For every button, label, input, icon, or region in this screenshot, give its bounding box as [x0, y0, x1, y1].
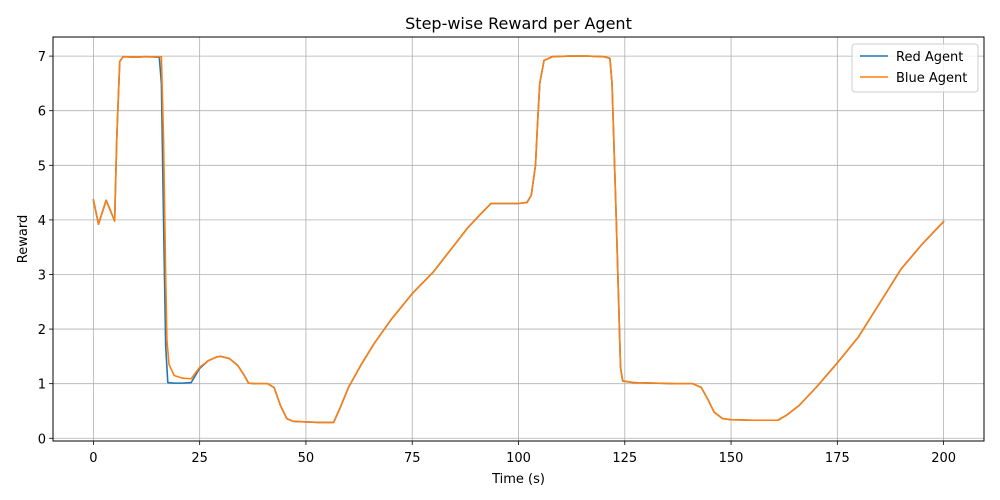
x-tick-label: 25	[191, 451, 208, 466]
x-axis-label: Time (s)	[491, 472, 545, 487]
x-tick-label: 125	[612, 451, 637, 466]
y-tick-label: 1	[38, 378, 46, 393]
x-tick-label: 200	[931, 451, 956, 466]
x-tick-label: 100	[506, 451, 531, 466]
legend-label-blue-agent: Blue Agent	[896, 71, 967, 86]
y-tick-label: 6	[38, 105, 46, 120]
x-tick-label: 175	[825, 451, 850, 466]
x-tick-label: 150	[719, 451, 744, 466]
y-tick-label: 2	[38, 323, 46, 338]
legend-label-red-agent: Red Agent	[896, 50, 963, 65]
y-axis-label: Reward	[16, 215, 31, 263]
y-tick-label: 3	[38, 268, 46, 283]
x-tick-label: 50	[298, 451, 315, 466]
grid-lines	[53, 37, 984, 441]
series-line-blue-agent	[92, 55, 945, 424]
axis-ticks: 0 25 50 75 100 125 150 175 200 0 1 2 3 4 5 6 7	[38, 50, 956, 466]
y-tick-label: 4	[38, 214, 46, 229]
y-tick-label: 5	[38, 159, 46, 174]
legend: Red Agent Blue Agent	[851, 43, 979, 93]
y-tick-label: 7	[38, 50, 46, 65]
series-lines	[92, 55, 945, 424]
x-tick-label: 0	[89, 451, 97, 466]
chart-title: Step-wise Reward per Agent	[405, 14, 632, 33]
y-tick-label: 0	[38, 432, 46, 447]
x-tick-label: 75	[404, 451, 421, 466]
